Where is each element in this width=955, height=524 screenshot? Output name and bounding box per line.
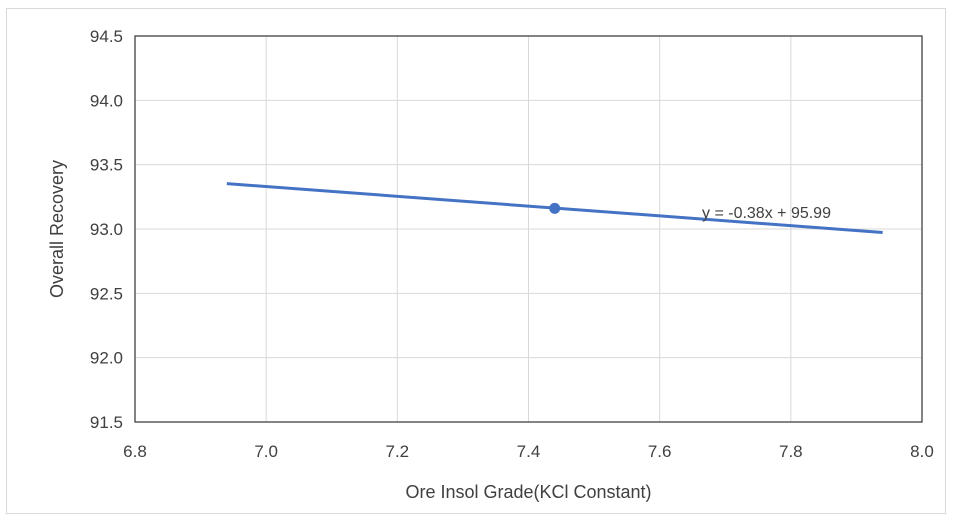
plot-area-border xyxy=(134,35,923,423)
gridlines xyxy=(135,36,922,422)
y-axis-title: Overall Recovery xyxy=(47,160,67,298)
x-tick-label: 7.6 xyxy=(648,442,672,461)
x-tick-label: 7.2 xyxy=(386,442,410,461)
y-tick-label: 91.5 xyxy=(90,413,123,432)
data-point xyxy=(549,202,561,214)
x-axis-title: Ore Insol Grade(KCl Constant) xyxy=(405,482,651,502)
x-tick-label: 8.0 xyxy=(910,442,934,461)
chart-frame xyxy=(6,8,946,514)
y-tick-label: 93.5 xyxy=(90,156,123,175)
x-tick-label: 7.0 xyxy=(254,442,278,461)
y-tick-label: 92.0 xyxy=(90,349,123,368)
y-axis-ticks: 91.5 92.0 92.5 93.0 93.5 94.0 94.5 xyxy=(90,27,123,432)
x-tick-label: 7.8 xyxy=(779,442,803,461)
x-axis-ticks: 6.8 7.0 7.2 7.4 7.6 7.8 8.0 xyxy=(123,442,934,461)
y-tick-label: 93.0 xyxy=(90,220,123,239)
y-tick-label: 92.5 xyxy=(90,284,123,303)
y-tick-label: 94.5 xyxy=(90,27,123,46)
trendline-equation: y = -0.38x + 95.99 xyxy=(702,205,831,222)
y-tick-label: 94.0 xyxy=(90,91,123,110)
x-tick-label: 6.8 xyxy=(123,442,147,461)
series-marks xyxy=(226,182,883,234)
x-tick-label: 7.4 xyxy=(517,442,541,461)
